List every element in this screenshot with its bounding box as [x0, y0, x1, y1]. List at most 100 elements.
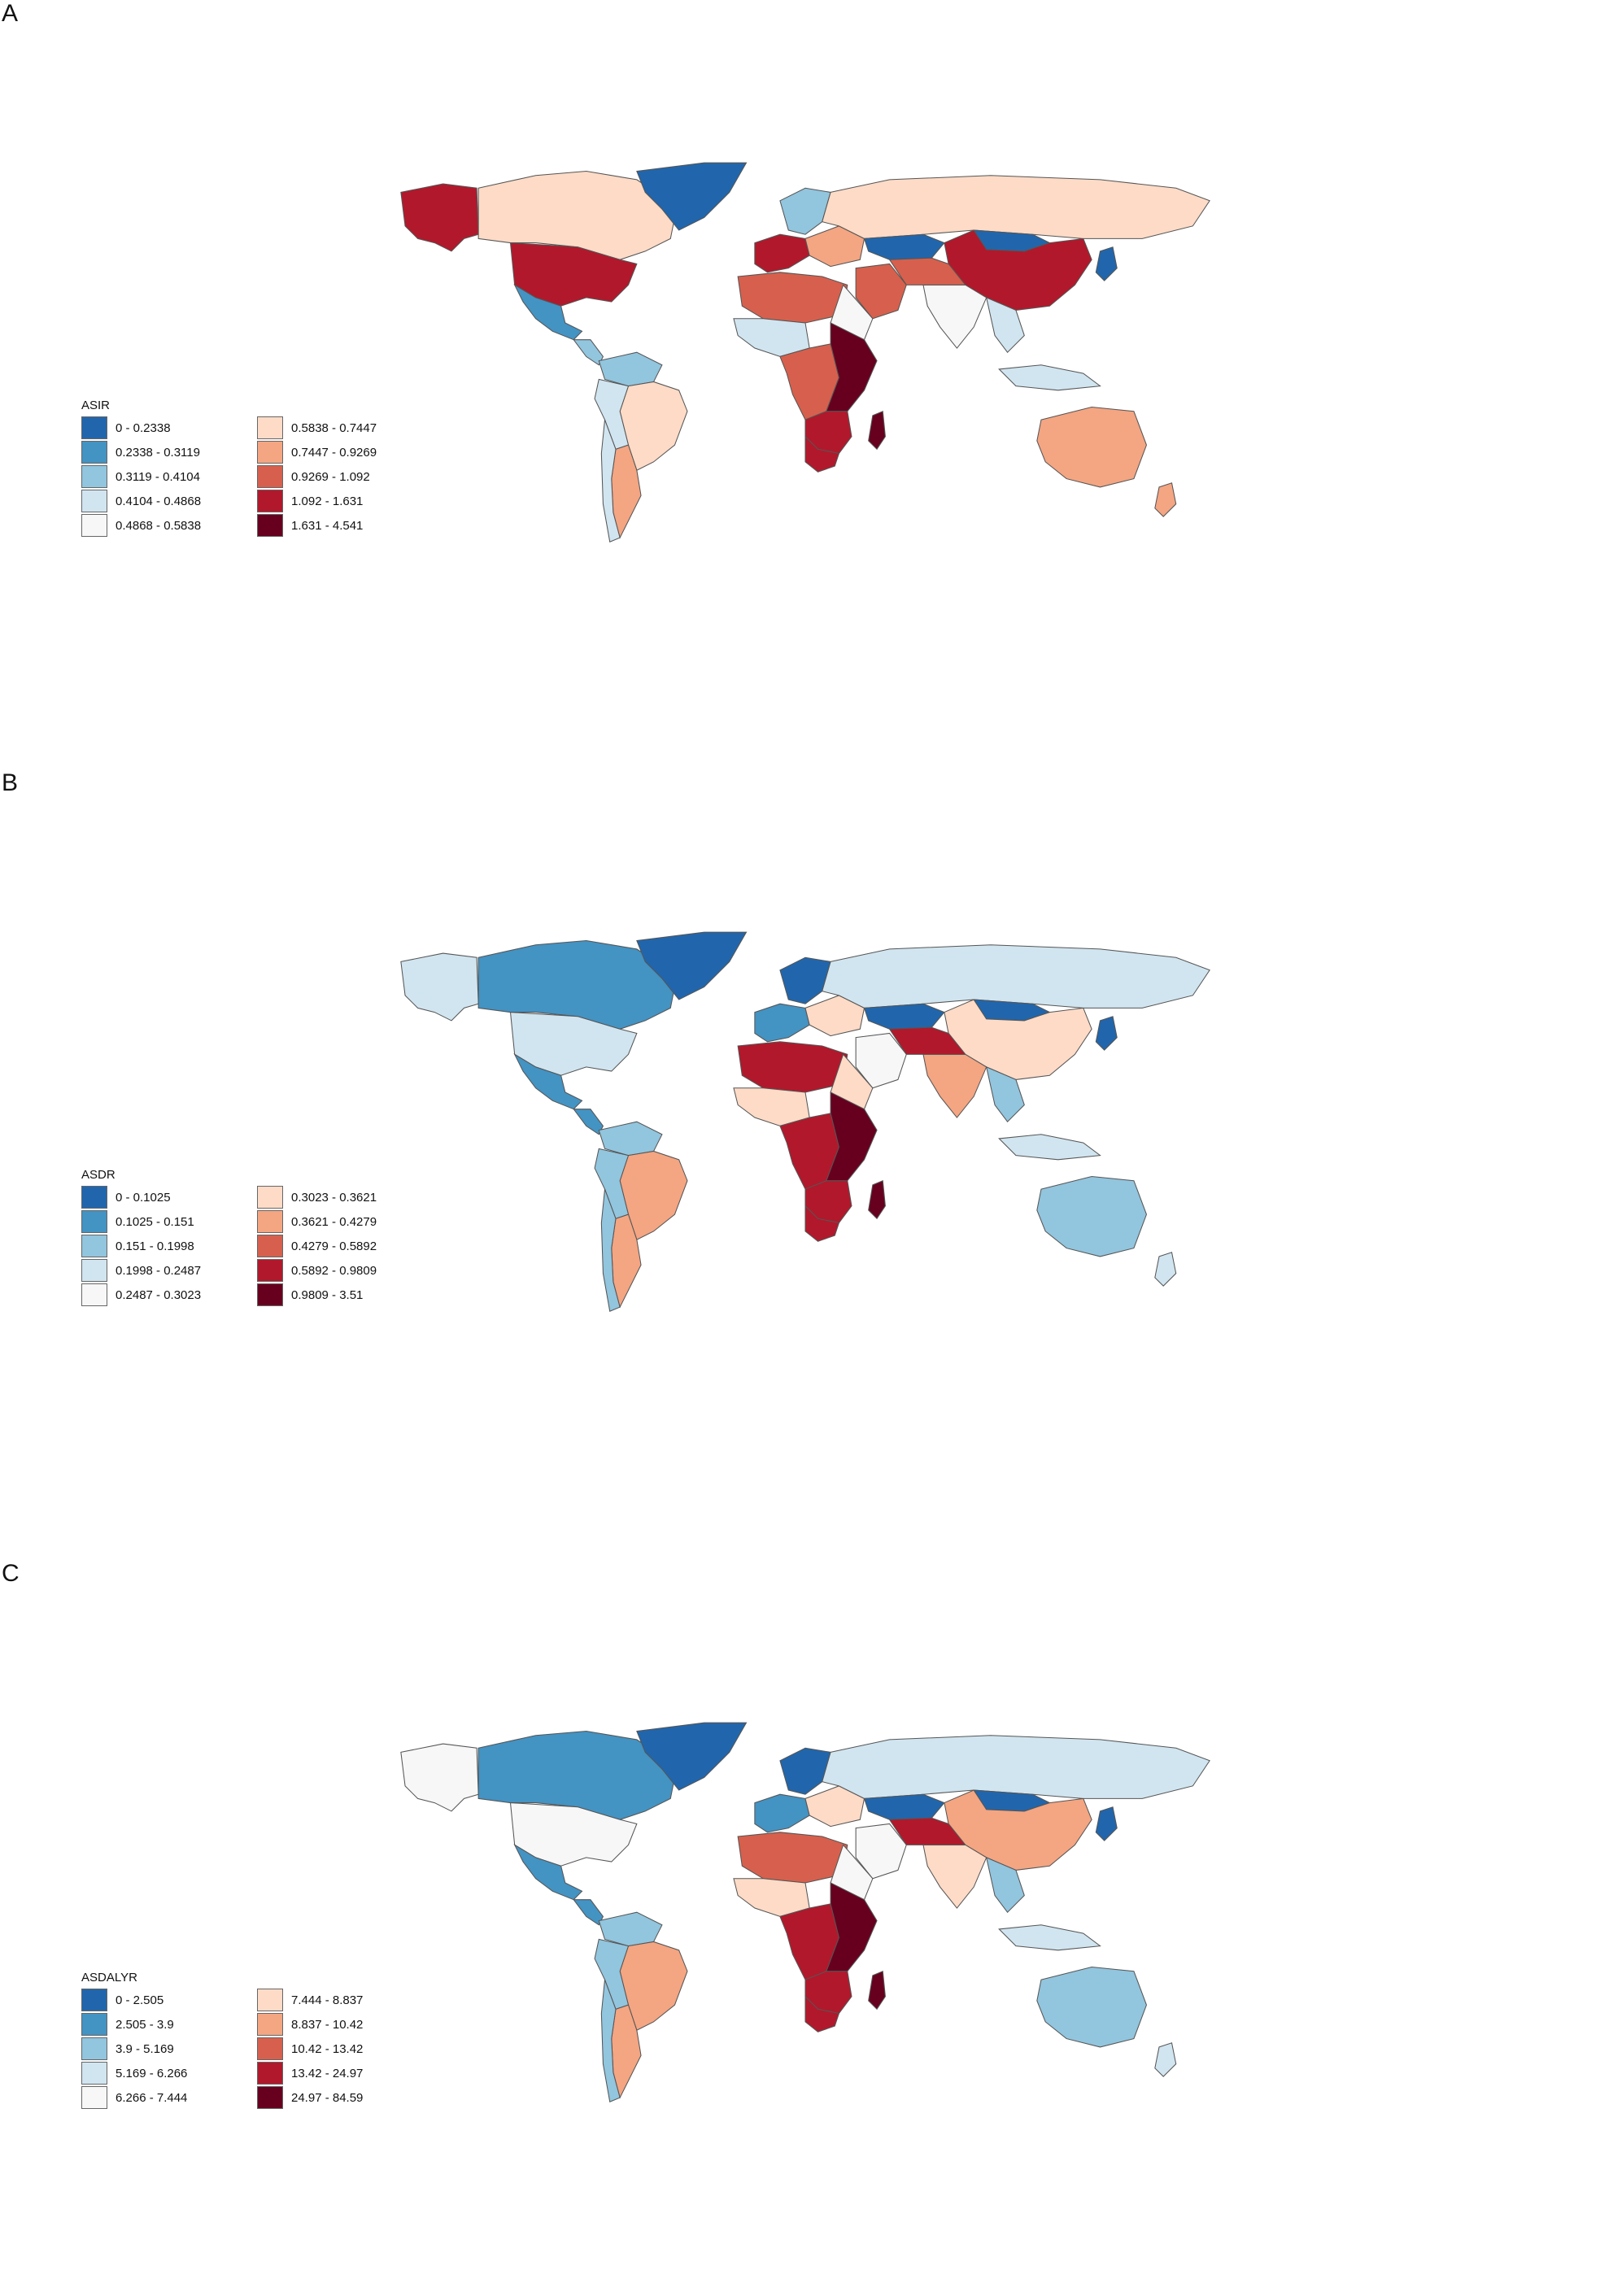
legend-item: 0.2487 - 0.3023 — [81, 1283, 246, 1307]
region-india — [922, 284, 987, 349]
legend-swatch — [81, 2013, 107, 2036]
legend-label: 0.1025 - 0.151 — [116, 1214, 194, 1229]
legend-label: 0.4868 - 0.5838 — [116, 518, 202, 533]
region-south-africa — [804, 1205, 840, 1242]
legend-item: 0.4104 - 0.4868 — [81, 489, 246, 513]
legend-item: 10.42 - 13.42 — [257, 2037, 421, 2061]
legend-label: 0.5838 - 0.7447 — [291, 420, 377, 435]
legend-label: 0 - 2.505 — [116, 1993, 164, 2007]
legend-item: 1.092 - 1.631 — [257, 489, 421, 513]
region-indonesia — [998, 1924, 1101, 1951]
region-middle-east — [855, 1032, 907, 1089]
region-south-america-north — [598, 1121, 663, 1157]
region-alaska — [400, 952, 479, 1022]
legend-label: 24.97 - 84.59 — [291, 2090, 364, 2105]
legend-label: 0.3119 - 0.4104 — [116, 469, 200, 484]
legend-swatch — [257, 2086, 283, 2109]
legend-swatch — [81, 465, 107, 488]
region-europe-west — [754, 1793, 810, 1833]
region-scandinavia — [779, 1747, 831, 1795]
legend-swatch — [81, 441, 107, 464]
region-mexico — [513, 1052, 583, 1110]
legend-swatch — [257, 1989, 283, 2011]
legend-item: 0.3621 - 0.4279 — [257, 1209, 421, 1234]
legend-item: 0.3023 - 0.3621 — [257, 1185, 421, 1209]
world-map — [400, 162, 1210, 542]
panel-letter: C — [2, 1560, 20, 1587]
legend-item: 0.2338 - 0.3119 — [81, 440, 246, 464]
region-kazakhstan — [863, 233, 945, 260]
panel-c: C ASDALYR 0 - 2.505 2.505 - 3.9 3.9 - 5.16… — [0, 1560, 1600, 2296]
legend-swatch — [81, 2086, 107, 2109]
region-north-africa — [737, 272, 848, 324]
region-scandinavia — [779, 956, 831, 1004]
legend-label: 0.151 - 0.1998 — [116, 1239, 194, 1253]
legend-label: 0.4279 - 0.5892 — [291, 1239, 377, 1253]
region-australia — [1036, 1176, 1148, 1257]
legend-label: 1.092 - 1.631 — [291, 494, 364, 508]
legend-column: 0 - 0.2338 0.2338 - 0.3119 0.3119 - 0.4104… — [81, 416, 246, 538]
legend-label: 0 - 0.1025 — [116, 1190, 171, 1205]
region-kazakhstan — [863, 1793, 945, 1820]
region-alaska — [400, 183, 479, 252]
region-greenland — [636, 931, 748, 1000]
legend-title: ASDALYR — [81, 1971, 137, 1984]
legend: ASDR 0 - 0.1025 0.1025 - 0.151 0.151 - 0.1… — [81, 1168, 421, 1307]
region-chile — [600, 1979, 621, 2102]
region-new-zealand — [1154, 482, 1177, 517]
region-greenland — [636, 162, 748, 231]
legend-swatch — [257, 2013, 283, 2036]
legend-label: 7.444 - 8.837 — [291, 1993, 364, 2007]
legend-label: 2.505 - 3.9 — [116, 2017, 174, 2032]
region-middle-east — [855, 1823, 907, 1880]
legend-item: 0.9269 - 1.092 — [257, 464, 421, 489]
legend-item: 0.5838 - 0.7447 — [257, 416, 421, 440]
region-japan — [1095, 1016, 1118, 1051]
legend: ASIR 0 - 0.2338 0.2338 - 0.3119 0.3119 - 0… — [81, 399, 421, 538]
legend-swatch — [81, 2062, 107, 2085]
legend-column: 0 - 0.1025 0.1025 - 0.151 0.151 - 0.1998 0.… — [81, 1185, 246, 1307]
legend-label: 0.2338 - 0.3119 — [116, 445, 200, 460]
panel-letter: A — [2, 0, 19, 27]
region-southeast-asia — [985, 297, 1025, 354]
region-west-africa — [733, 318, 810, 357]
region-madagascar — [868, 1970, 886, 2011]
legend-label: 0.7447 - 0.9269 — [291, 445, 377, 460]
legend-item: 6.266 - 7.444 — [81, 2085, 246, 2110]
region-chile — [600, 1188, 621, 1312]
legend-item: 3.9 - 5.169 — [81, 2037, 246, 2061]
legend-swatch — [257, 490, 283, 512]
legend-label: 0.2487 - 0.3023 — [116, 1287, 202, 1302]
legend-label: 1.631 - 4.541 — [291, 518, 364, 533]
legend-swatch — [81, 490, 107, 512]
region-iran — [888, 1817, 966, 1845]
region-india — [922, 1053, 987, 1118]
legend-item: 0.1998 - 0.2487 — [81, 1258, 246, 1283]
legend-label: 0.9269 - 1.092 — [291, 469, 370, 484]
legend-label: 6.266 - 7.444 — [116, 2090, 188, 2105]
legend-item: 2.505 - 3.9 — [81, 2012, 246, 2037]
world-map — [400, 1722, 1210, 2102]
region-australia — [1036, 1967, 1148, 2048]
legend-swatch — [81, 1989, 107, 2011]
region-north-africa — [737, 1041, 848, 1093]
region-japan — [1095, 1806, 1118, 1841]
legend-swatch — [81, 1235, 107, 1257]
legend-item: 24.97 - 84.59 — [257, 2085, 421, 2110]
panel-a: A ASIR 0 - 0.2338 0.2338 - 0.3119 0.3119 -… — [0, 0, 1600, 736]
legend-swatch — [257, 514, 283, 537]
legend-item: 0.4868 - 0.5838 — [81, 513, 246, 538]
legend-item: 8.837 - 10.42 — [257, 2012, 421, 2037]
region-europe-west — [754, 1003, 810, 1043]
legend-item: 0.7447 - 0.9269 — [257, 440, 421, 464]
legend: ASDALYR 0 - 2.505 2.505 - 3.9 3.9 - 5.169 5… — [81, 1971, 421, 2110]
legend-label: 0.1998 - 0.2487 — [116, 1263, 202, 1278]
legend-swatch — [257, 1283, 283, 1306]
legend-columns: 0 - 0.2338 0.2338 - 0.3119 0.3119 - 0.4104… — [81, 416, 421, 538]
legend-label: 0.3023 - 0.3621 — [291, 1190, 377, 1205]
legend-title: ASDR — [81, 1168, 116, 1182]
legend-swatch — [81, 1186, 107, 1209]
region-alaska — [400, 1743, 479, 1812]
legend-swatch — [257, 1210, 283, 1233]
legend-column: 0.5838 - 0.7447 0.7447 - 0.9269 0.9269 - 1… — [257, 416, 421, 538]
